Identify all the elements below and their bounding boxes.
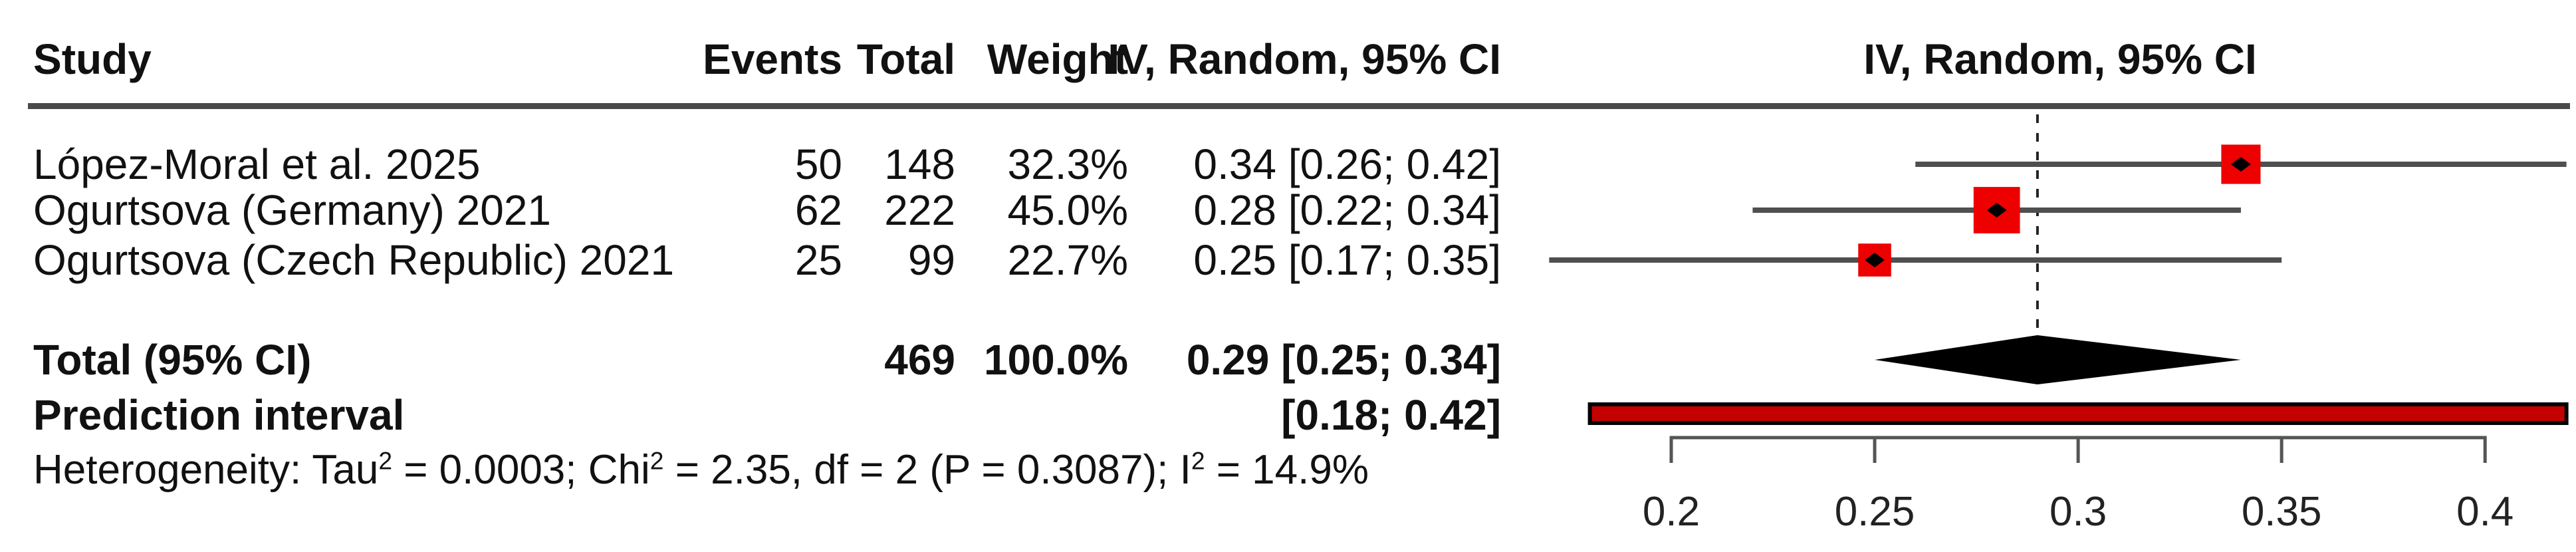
axis-tick-label: 0.35 [2242,489,2322,535]
study-name: Ogurtsova (Germany) 2021 [33,186,551,234]
column-header-study: Study [33,35,152,83]
study-name: Ogurtsova (Czech Republic) 2021 [33,236,675,284]
effect-point-marker [1865,253,1885,267]
study-ci-text: 0.28 [0.22; 0.34] [1193,186,1501,234]
axis-tick-label: 0.2 [1643,489,1700,535]
study-ci-text: 0.34 [0.26; 0.42] [1193,140,1501,188]
heterogeneity-text: = 0.0003; Chi [392,447,650,493]
prediction-interval-label: Prediction interval [33,391,405,439]
study-total: 99 [907,236,955,284]
study-total: 222 [884,186,955,234]
effect-point-marker [1986,203,2007,217]
pooled-diamond [1875,335,2241,384]
header-rule [28,103,2570,109]
total-row-ci-text: 0.29 [0.25; 0.34] [1186,336,1501,384]
study-weight: 22.7% [1007,236,1128,284]
column-header-weight: Weight [987,35,1128,83]
heterogeneity-text: = 14.9% [1205,447,1369,493]
column-header-plot-effect: IV, Random, 95% CI [1863,35,2257,83]
heterogeneity-text: Heterogeneity: Tau [33,447,379,493]
study-events: 25 [794,236,842,284]
column-header-total: Total [856,35,955,83]
tau-squared-superscript: 2 [378,446,392,475]
heterogeneity-note: Heterogeneity: Tau2 = 0.0003; Chi2 = 2.3… [33,447,1369,493]
column-header-effect: IV, Random, 95% CI [1108,35,1501,83]
chi-squared-superscript: 2 [649,446,664,475]
study-total: 148 [884,140,955,188]
axis-tick-label: 0.25 [1835,489,1915,535]
axis-tick-label: 0.4 [2456,489,2514,535]
heterogeneity-text: = 2.35, df = 2 (P = 0.3087); I [663,447,1191,493]
study-name: López-Moral et al. 2025 [33,140,481,188]
total-row-label: Total (95% CI) [33,336,312,384]
study-events: 62 [794,186,842,234]
effect-point-marker [2230,157,2251,172]
total-row-total: 469 [884,336,955,384]
study-ci-text: 0.25 [0.17; 0.35] [1193,236,1501,284]
study-weight: 32.3% [1007,140,1128,188]
prediction-interval-bar [1587,402,2569,425]
study-weight: 45.0% [1007,186,1128,234]
total-row-weight: 100.0% [983,336,1128,384]
axis-tick-label: 0.3 [2049,489,2107,535]
study-events: 50 [794,140,842,188]
prediction-interval-ci-text: [0.18; 0.42] [1281,391,1501,439]
column-header-events: Events [703,35,842,83]
i-squared-superscript: 2 [1191,446,1205,475]
